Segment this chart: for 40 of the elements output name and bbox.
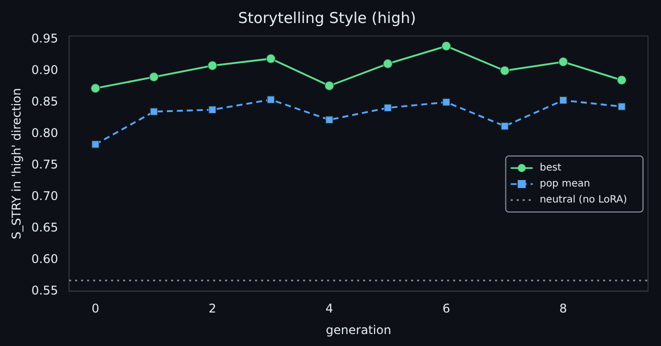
- y-tick-label: 0.95: [31, 31, 58, 46]
- y-tick-label: 0.70: [31, 188, 58, 203]
- point: [618, 102, 626, 110]
- point: [92, 140, 100, 148]
- point: [441, 41, 452, 51]
- y-tick-label: 0.55: [31, 283, 58, 298]
- point: [500, 66, 510, 76]
- point: [384, 104, 392, 112]
- legend-label: pop mean: [540, 178, 590, 190]
- point: [90, 84, 100, 94]
- point: [500, 122, 509, 130]
- point: [559, 96, 568, 104]
- point: [266, 54, 276, 64]
- y-tick-label: 0.85: [31, 94, 58, 108]
- point: [442, 98, 450, 106]
- chart-title: Storytelling Style (high): [238, 8, 416, 27]
- x-tick-label: 8: [559, 302, 568, 316]
- point: [325, 116, 334, 124]
- y-tick-label: 0.90: [31, 62, 58, 77]
- point: [558, 57, 568, 67]
- y-tick-label: 0.65: [31, 220, 58, 234]
- x-tick-label: 0: [92, 302, 100, 316]
- x-axis-title: generation: [326, 322, 392, 337]
- point: [208, 60, 218, 70]
- y-tick-label: 0.60: [31, 252, 58, 266]
- y-tick-label: 0.75: [31, 157, 58, 172]
- point: [149, 72, 159, 82]
- point: [267, 96, 275, 104]
- point: [616, 75, 626, 85]
- y-tick-label: 0.80: [31, 126, 58, 140]
- y-axis-title: S_STRY in 'high' direction: [9, 88, 24, 240]
- point: [382, 58, 393, 69]
- x-tick-label: 6: [442, 302, 450, 316]
- x-tick-label: 4: [326, 302, 334, 316]
- legend-label: neutral (no LoRA): [540, 194, 628, 206]
- point: [324, 80, 334, 91]
- point: [208, 106, 216, 114]
- x-tick-label: 2: [208, 302, 216, 316]
- point: [150, 108, 158, 116]
- legend-label: best: [540, 162, 562, 174]
